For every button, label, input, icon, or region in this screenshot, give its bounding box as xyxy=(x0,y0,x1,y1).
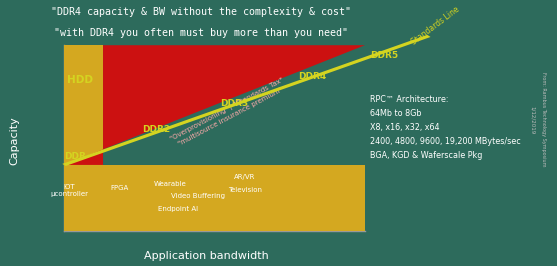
Text: FPGA: FPGA xyxy=(111,185,129,190)
Text: IOT
μcontroller: IOT μcontroller xyxy=(51,184,89,197)
Text: HDD: HDD xyxy=(67,75,93,85)
Text: DDR5: DDR5 xyxy=(370,51,398,60)
Text: Video Buffering: Video Buffering xyxy=(171,193,224,198)
Text: "Overprovisioning" / "Standards Tax"
"multisource insurance premium": "Overprovisioning" / "Standards Tax" "mu… xyxy=(169,77,288,149)
Text: From: Rambus Technology Symposium: From: Rambus Technology Symposium xyxy=(541,72,545,167)
Text: Wearable: Wearable xyxy=(154,181,186,186)
Text: Endpoint AI: Endpoint AI xyxy=(158,206,198,212)
Text: "with DDR4 you often must buy more than you need": "with DDR4 you often must buy more than … xyxy=(53,28,348,38)
Text: 1/12/2019: 1/12/2019 xyxy=(530,106,534,134)
Text: "DDR4 capacity & BW without the complexity & cost": "DDR4 capacity & BW without the complexi… xyxy=(51,7,350,17)
Text: DDR3: DDR3 xyxy=(220,99,248,108)
Text: Television: Television xyxy=(228,187,262,193)
Text: Application bandwidth: Application bandwidth xyxy=(144,251,268,261)
Text: DDR2: DDR2 xyxy=(142,125,170,134)
Text: AR/VR: AR/VR xyxy=(234,174,256,180)
Text: Capacity: Capacity xyxy=(9,117,19,165)
Text: DDR: DDR xyxy=(64,152,86,161)
Text: RPC™ Architecture:
64Mb to 8Gb
X8, x16, x32, x64
2400, 4800, 9600, 19,200 MBytes: RPC™ Architecture: 64Mb to 8Gb X8, x16, … xyxy=(370,95,521,160)
Text: Standards Line: Standards Line xyxy=(409,5,461,47)
Text: DDR4: DDR4 xyxy=(298,72,326,81)
